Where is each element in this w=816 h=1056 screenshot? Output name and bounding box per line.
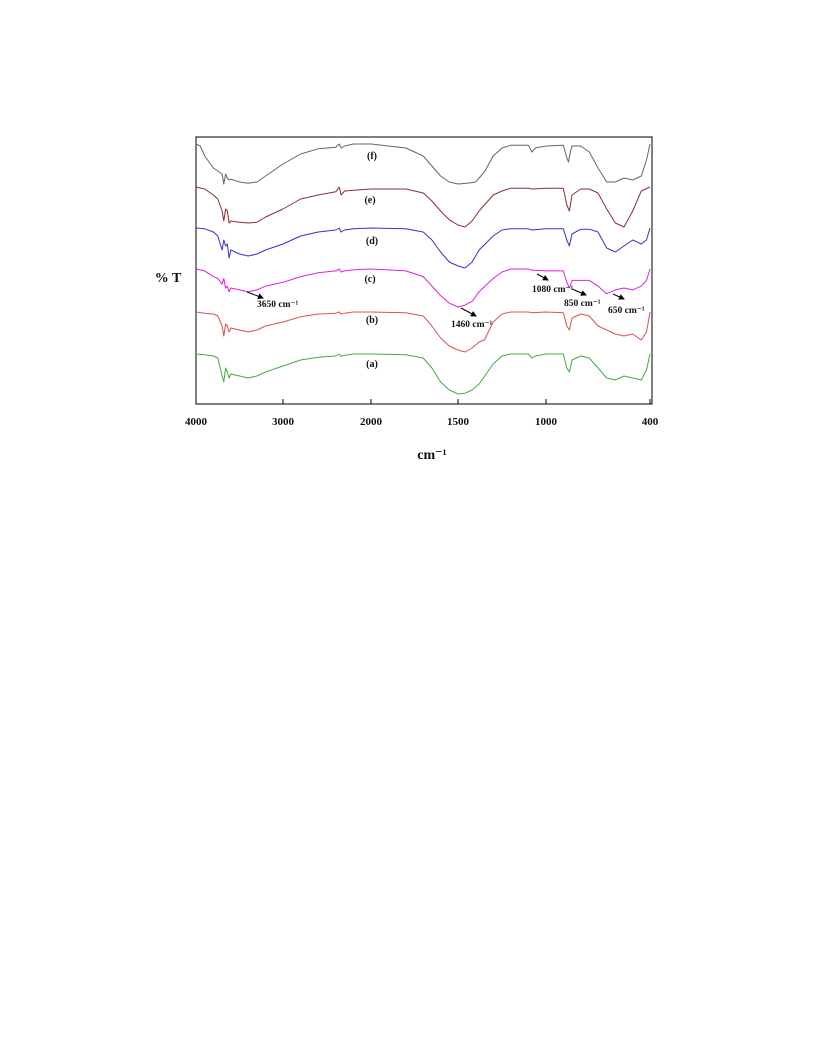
tick-layer: 4000 3000 2000 1500 1000 400 <box>185 399 659 428</box>
y-axis-title: % T <box>155 271 182 286</box>
series-line-a <box>195 353 651 395</box>
series-label-a: (a) <box>366 359 378 370</box>
annotation-label-850: 850 cm⁻¹ <box>564 299 601 309</box>
annotation-arrow-650 <box>612 293 625 300</box>
plot-frame <box>195 136 653 405</box>
annotation-arrow-3650 <box>246 291 264 300</box>
x-tick-label-1500: 1500 <box>447 416 470 428</box>
series-label-c: (c) <box>364 274 375 285</box>
x-tick-label-2000: 2000 <box>360 416 383 428</box>
series-label-f: (f) <box>367 151 377 162</box>
annotation-label-3650: 3650 cm⁻¹ <box>257 300 299 310</box>
series-line-f <box>195 143 651 185</box>
series-label-d: (d) <box>366 236 378 247</box>
series-line-d <box>195 227 651 269</box>
x-tick-label-4000: 4000 <box>185 416 208 428</box>
annotation-arrow-1080 <box>536 273 549 281</box>
annotation-arrow-1460 <box>460 307 477 317</box>
series-label-layer: (f) (e) (d) (c) (b) (a) <box>364 151 378 370</box>
series-line-b <box>195 311 651 353</box>
x-axis-title: cm⁻¹ <box>417 448 446 463</box>
annotation-layer: 3650 cm⁻¹ 1460 cm⁻¹ 1080 cm⁻¹ 850 cm⁻¹ 650 c… <box>246 273 645 330</box>
x-tick-label-1000: 1000 <box>535 416 558 428</box>
annotation-label-1460: 1460 cm⁻¹ <box>451 320 493 330</box>
x-tick-label-400: 400 <box>642 416 659 428</box>
annotation-label-1080: 1080 cm⁻¹ <box>532 285 574 295</box>
series-label-b: (b) <box>366 315 378 326</box>
annotation-label-650: 650 cm⁻¹ <box>608 306 645 316</box>
x-tick-label-3000: 3000 <box>272 416 295 428</box>
series-line-e <box>195 186 651 228</box>
annotation-arrow-850 <box>571 288 587 296</box>
series-layer <box>195 143 651 395</box>
series-line-c <box>195 268 651 308</box>
series-label-e: (e) <box>364 195 375 206</box>
